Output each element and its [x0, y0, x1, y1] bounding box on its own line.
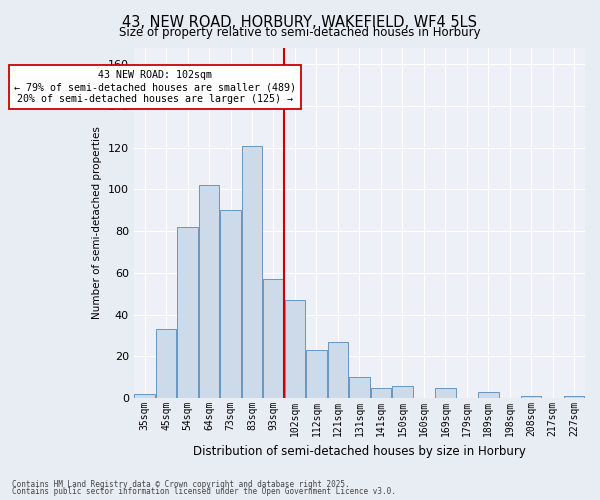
Bar	[220, 210, 241, 398]
Text: Contains public sector information licensed under the Open Government Licence v3: Contains public sector information licen…	[12, 487, 396, 496]
Bar	[242, 146, 262, 398]
X-axis label: Distribution of semi-detached houses by size in Horbury: Distribution of semi-detached houses by …	[193, 444, 526, 458]
Bar	[478, 392, 499, 398]
Bar	[521, 396, 541, 398]
Text: Size of property relative to semi-detached houses in Horbury: Size of property relative to semi-detach…	[119, 26, 481, 39]
Bar	[392, 386, 413, 398]
Text: 43 NEW ROAD: 102sqm
← 79% of semi-detached houses are smaller (489)
20% of semi-: 43 NEW ROAD: 102sqm ← 79% of semi-detach…	[14, 70, 296, 104]
Bar	[285, 300, 305, 398]
Bar	[178, 227, 198, 398]
Bar	[199, 186, 219, 398]
Bar	[349, 378, 370, 398]
Bar	[156, 330, 176, 398]
Bar	[306, 350, 326, 398]
Bar	[564, 396, 584, 398]
Bar	[328, 342, 348, 398]
Bar	[134, 394, 155, 398]
Bar	[263, 279, 284, 398]
Text: Contains HM Land Registry data © Crown copyright and database right 2025.: Contains HM Land Registry data © Crown c…	[12, 480, 350, 489]
Bar	[371, 388, 391, 398]
Y-axis label: Number of semi-detached properties: Number of semi-detached properties	[92, 126, 103, 320]
Text: 43, NEW ROAD, HORBURY, WAKEFIELD, WF4 5LS: 43, NEW ROAD, HORBURY, WAKEFIELD, WF4 5L…	[122, 15, 478, 30]
Bar	[435, 388, 455, 398]
